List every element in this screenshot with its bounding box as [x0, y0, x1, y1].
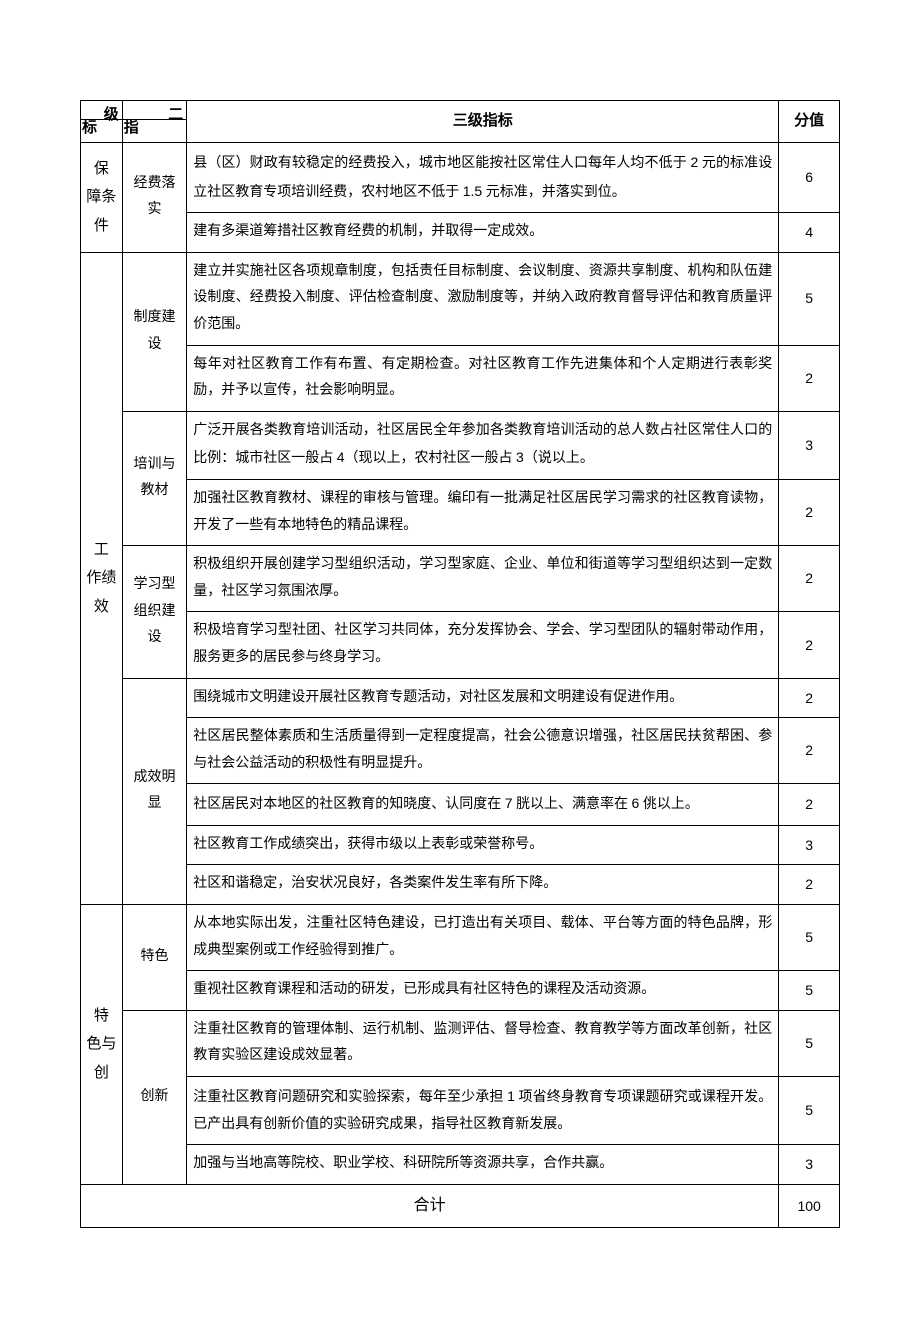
table-header-row: 级 标 二 指 三级指标 分值	[81, 101, 840, 143]
header-l2-top: 二	[168, 101, 183, 130]
score-cell: 5	[779, 1010, 840, 1076]
table-row: 社区教育工作成绩突出，获得市级以上表彰或荣誉称号。3	[81, 825, 840, 865]
level3-cell: 加强与当地高等院校、职业学校、科研院所等资源共享，合作共赢。	[187, 1145, 779, 1185]
level3-cell: 社区居民对本地区的社区教育的知晓度、认同度在 7 胱以上、满意率在 6 佻以上。	[187, 784, 779, 826]
table-row: 学习型组织建设积极组织开展创建学习型组织活动，学习型家庭、企业、单位和街道等学习…	[81, 546, 840, 612]
table-row: 社区居民整体素质和生活质量得到一定程度提高，社会公德意识增强，社区居民扶贫帮困、…	[81, 718, 840, 784]
score-cell: 3	[779, 411, 840, 479]
table-row: 社区和谐稳定，治安状况良好，各类案件发生率有所下降。2	[81, 865, 840, 905]
level3-cell: 社区居民整体素质和生活质量得到一定程度提高，社会公德意识增强，社区居民扶贫帮困、…	[187, 718, 779, 784]
table-row: 创新注重社区教育的管理体制、运行机制、监测评估、督导检查、教育教学等方面改革创新…	[81, 1010, 840, 1076]
level3-cell: 建立并实施社区各项规章制度，包括责任目标制度、会议制度、资源共享制度、机构和队伍…	[187, 252, 779, 345]
level3-cell: 积极培育学习型社团、社区学习共同体，充分发挥协会、学会、学习型团队的辐射带动作用…	[187, 612, 779, 678]
header-level2: 二 指	[122, 101, 187, 143]
score-cell: 5	[779, 971, 840, 1011]
score-cell: 2	[779, 479, 840, 545]
header-l2-bot: 指	[124, 114, 139, 143]
level3-cell: 县（区）财政有较稳定的经费投入，城市地区能按社区常住人口每年人均不低于 2 元的…	[187, 143, 779, 213]
level3-cell: 每年对社区教育工作有布置、有定期检查。对社区教育工作先进集体和个人定期进行表彰奖…	[187, 345, 779, 411]
score-cell: 5	[779, 905, 840, 971]
table-row: 加强社区教育教材、课程的审核与管理。编印有一批满足社区居民学习需求的社区教育读物…	[81, 479, 840, 545]
evaluation-table: 级 标 二 指 三级指标 分值 保 障条件经费落实县（区）财政有较稳定的经费投入…	[80, 100, 840, 1228]
level2-cell: 培训与教材	[122, 411, 187, 545]
total-row: 合计100	[81, 1184, 840, 1227]
score-cell: 2	[779, 718, 840, 784]
level1-cell: 特 色与创	[81, 905, 123, 1185]
table-row: 保 障条件经费落实县（区）财政有较稳定的经费投入，城市地区能按社区常住人口每年人…	[81, 143, 840, 213]
score-cell: 2	[779, 612, 840, 678]
score-cell: 2	[779, 784, 840, 826]
level3-cell: 积极组织开展创建学习型组织活动，学习型家庭、企业、单位和街道等学习型组织达到一定…	[187, 546, 779, 612]
table-row: 培训与教材广泛开展各类教育培训活动，社区居民全年参加各类教育培训活动的总人数占社…	[81, 411, 840, 479]
level3-cell: 围绕城市文明建设开展社区教育专题活动，对社区发展和文明建设有促进作用。	[187, 678, 779, 718]
table-row: 成效明显围绕城市文明建设开展社区教育专题活动，对社区发展和文明建设有促进作用。2	[81, 678, 840, 718]
table-row: 工 作绩效制度建设建立并实施社区各项规章制度，包括责任目标制度、会议制度、资源共…	[81, 252, 840, 345]
table-row: 重视社区教育课程和活动的研发，已形成具有社区特色的课程及活动资源。5	[81, 971, 840, 1011]
header-l1-bot: 标	[82, 114, 97, 143]
table-row: 特 色与创特色从本地实际出发，注重社区特色建设，已打造出有关项目、载体、平台等方…	[81, 905, 840, 971]
table-row: 建有多渠道筹措社区教育经费的机制，并取得一定成效。4	[81, 213, 840, 253]
level3-cell: 重视社区教育课程和活动的研发，已形成具有社区特色的课程及活动资源。	[187, 971, 779, 1011]
score-cell: 5	[779, 1077, 840, 1145]
header-l1-top: 级	[104, 101, 119, 130]
score-cell: 3	[779, 825, 840, 865]
level2-cell: 创新	[122, 1010, 187, 1184]
level3-cell: 加强社区教育教材、课程的审核与管理。编印有一批满足社区居民学习需求的社区教育读物…	[187, 479, 779, 545]
score-cell: 4	[779, 213, 840, 253]
score-cell: 3	[779, 1145, 840, 1185]
header-score: 分值	[779, 101, 840, 143]
level3-cell: 从本地实际出发，注重社区特色建设，已打造出有关项目、载体、平台等方面的特色品牌，…	[187, 905, 779, 971]
level3-cell: 社区和谐稳定，治安状况良好，各类案件发生率有所下降。	[187, 865, 779, 905]
table-row: 社区居民对本地区的社区教育的知晓度、认同度在 7 胱以上、满意率在 6 佻以上。…	[81, 784, 840, 826]
level3-cell: 建有多渠道筹措社区教育经费的机制，并取得一定成效。	[187, 213, 779, 253]
header-level3: 三级指标	[187, 101, 779, 143]
table-row: 每年对社区教育工作有布置、有定期检查。对社区教育工作先进集体和个人定期进行表彰奖…	[81, 345, 840, 411]
score-cell: 2	[779, 678, 840, 718]
level1-cell: 工 作绩效	[81, 252, 123, 904]
table-row: 注重社区教育问题研究和实验探索，每年至少承担 1 项省终身教育专项课题研究或课程…	[81, 1077, 840, 1145]
table-row: 加强与当地高等院校、职业学校、科研院所等资源共享，合作共赢。3	[81, 1145, 840, 1185]
level3-cell: 广泛开展各类教育培训活动，社区居民全年参加各类教育培训活动的总人数占社区常住人口…	[187, 411, 779, 479]
level2-cell: 成效明显	[122, 678, 187, 905]
total-label: 合计	[81, 1184, 779, 1227]
score-cell: 2	[779, 865, 840, 905]
level3-cell: 注重社区教育问题研究和实验探索，每年至少承担 1 项省终身教育专项课题研究或课程…	[187, 1077, 779, 1145]
table-row: 积极培育学习型社团、社区学习共同体，充分发挥协会、学会、学习型团队的辐射带动作用…	[81, 612, 840, 678]
score-cell: 2	[779, 345, 840, 411]
level1-cell: 保 障条件	[81, 143, 123, 253]
header-level1: 级 标	[81, 101, 123, 143]
score-cell: 6	[779, 143, 840, 213]
level2-cell: 经费落实	[122, 143, 187, 253]
score-cell: 2	[779, 546, 840, 612]
level2-cell: 制度建设	[122, 252, 187, 411]
total-value: 100	[779, 1184, 840, 1227]
level3-cell: 社区教育工作成绩突出，获得市级以上表彰或荣誉称号。	[187, 825, 779, 865]
level3-cell: 注重社区教育的管理体制、运行机制、监测评估、督导检查、教育教学等方面改革创新，社…	[187, 1010, 779, 1076]
level2-cell: 特色	[122, 905, 187, 1011]
table-body: 保 障条件经费落实县（区）财政有较稳定的经费投入，城市地区能按社区常住人口每年人…	[81, 143, 840, 1228]
level2-cell: 学习型组织建设	[122, 546, 187, 678]
score-cell: 5	[779, 252, 840, 345]
